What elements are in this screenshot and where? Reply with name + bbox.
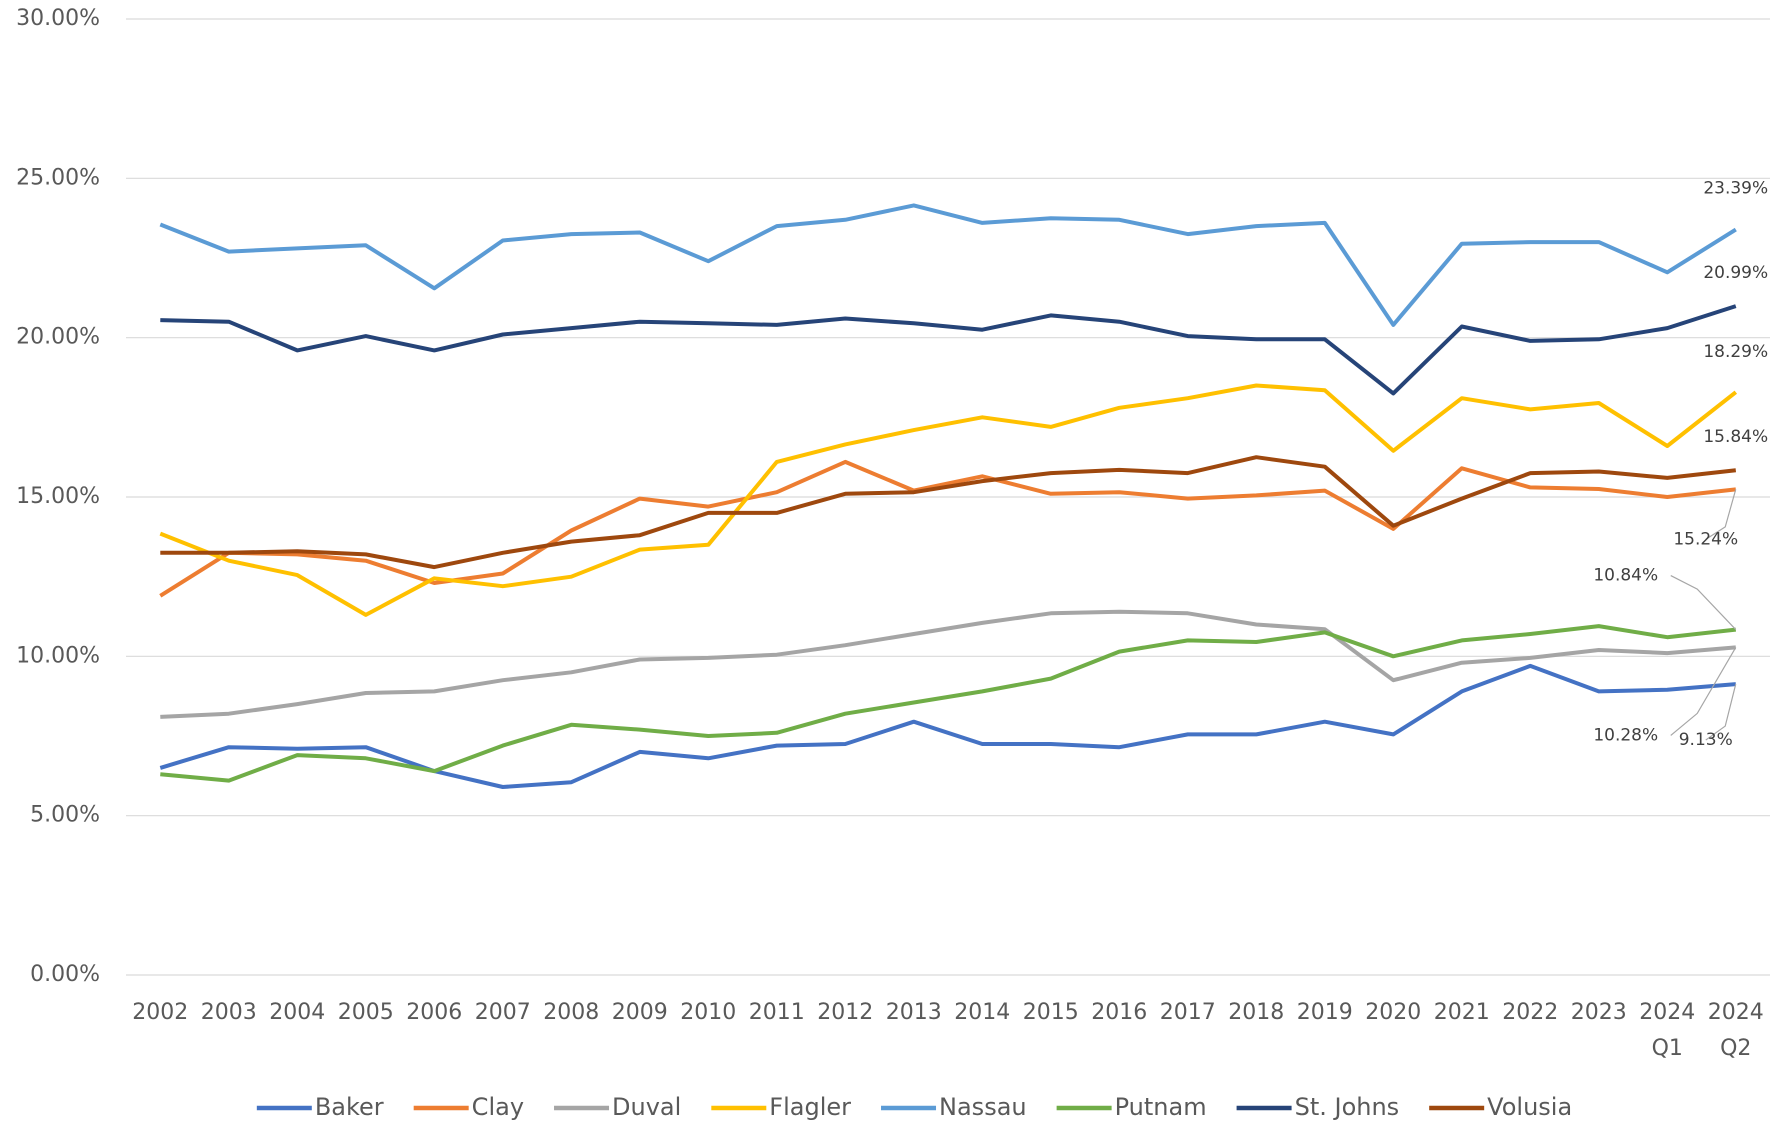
series-line [160, 304, 1737, 396]
data-label: 15.24% [1673, 529, 1738, 549]
data-label: 15.84% [1703, 427, 1768, 447]
y-tick-label: 25.00% [16, 165, 100, 190]
x-tick-label: 2021 [1434, 1000, 1490, 1025]
x-tick-label: 2012 [817, 1000, 873, 1025]
x-tick-label: 2003 [201, 1000, 257, 1025]
y-tick-label: 5.00% [30, 803, 100, 828]
x-tick-label: Q1 [1652, 1036, 1683, 1061]
x-tick-label: 2014 [954, 1000, 1010, 1025]
y-tick-label: 10.00% [16, 643, 100, 668]
x-tick-label: 2018 [1228, 1000, 1284, 1025]
legend-label: St. Johns [1295, 1093, 1400, 1121]
x-tick-label: 2005 [338, 1000, 394, 1025]
series-line [160, 609, 1736, 719]
x-tick-label: 2020 [1365, 1000, 1421, 1025]
data-label: 9.13% [1679, 730, 1733, 750]
x-tick-label: Q2 [1720, 1036, 1751, 1061]
x-tick-label: 2023 [1571, 1000, 1627, 1025]
x-tick-label: 2004 [269, 1000, 325, 1025]
legend-label: Duval [612, 1093, 681, 1121]
legend-label: Clay [472, 1093, 524, 1121]
x-tick-label: 2002 [132, 1000, 188, 1025]
legend-label: Baker [315, 1093, 384, 1121]
legend-label: Nassau [939, 1093, 1027, 1121]
leader-line [1705, 489, 1737, 540]
x-tick-label: 2024 [1708, 1000, 1764, 1025]
x-tick-label: 2011 [749, 1000, 805, 1025]
series-line [160, 624, 1737, 783]
y-tick-label: 15.00% [16, 484, 100, 509]
legend-label: Putnam [1115, 1093, 1207, 1121]
x-tick-label: 2022 [1502, 1000, 1558, 1025]
series-line [159, 383, 1738, 617]
legend-label: Flagler [769, 1093, 851, 1121]
series-line [159, 663, 1736, 789]
leader-line [1670, 647, 1737, 736]
leader-line [1670, 575, 1737, 630]
y-tick-label: 30.00% [16, 6, 100, 31]
x-tick-label: 2019 [1297, 1000, 1353, 1025]
data-label: 10.84% [1593, 566, 1658, 586]
legend: Baker Clay Duval Flagler Nassau Putnam St. Joh… [256, 1093, 1572, 1121]
x-tick-label: 2009 [612, 1000, 668, 1025]
y-tick-label: 20.00% [16, 325, 100, 350]
leader-line [1705, 683, 1737, 741]
series-line [160, 455, 1737, 570]
x-tick-label: 2013 [886, 1000, 942, 1025]
data-label: 18.29% [1703, 342, 1768, 362]
x-tick-label: 2017 [1160, 1000, 1216, 1025]
legend-label: Volusia [1487, 1093, 1572, 1121]
x-tick-label: 2010 [680, 1000, 736, 1025]
x-tick-label: 2016 [1091, 1000, 1147, 1025]
x-tick-label: 2024 [1639, 1000, 1695, 1025]
data-label: 23.39% [1703, 179, 1768, 199]
x-tick-label: 2008 [543, 1000, 599, 1025]
data-label: 10.28% [1593, 725, 1658, 745]
x-tick-label: 2007 [475, 1000, 531, 1025]
y-tick-label: 0.00% [30, 962, 100, 987]
x-tick-label: 2006 [406, 1000, 462, 1025]
series-line [159, 203, 1737, 327]
data-label: 20.99% [1703, 263, 1768, 283]
x-tick-label: 2015 [1023, 1000, 1079, 1025]
series-line [159, 459, 1737, 598]
